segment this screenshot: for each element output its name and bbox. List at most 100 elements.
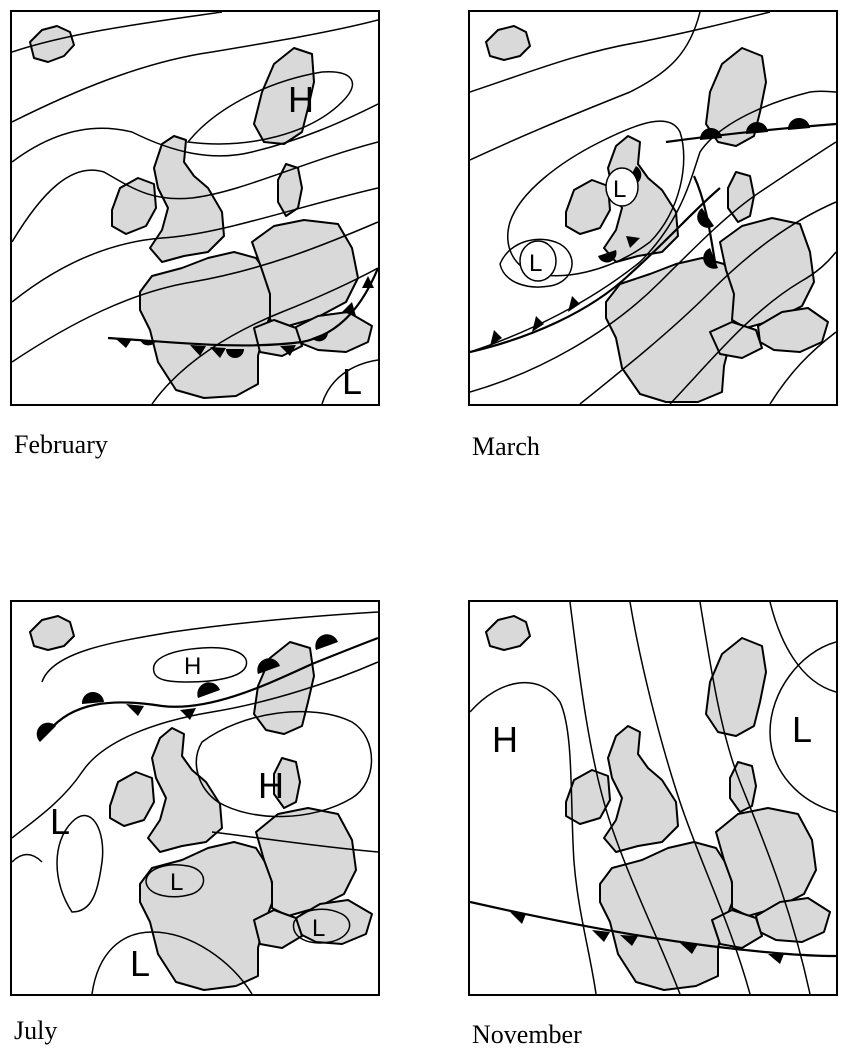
isobar bbox=[569, 602, 681, 994]
france-landmass bbox=[139, 841, 275, 991]
high-pressure-label: H bbox=[288, 79, 314, 120]
isobar bbox=[579, 201, 836, 404]
cold-front-symbol bbox=[510, 912, 526, 924]
caption-february: February bbox=[14, 430, 108, 459]
isobar bbox=[499, 238, 573, 288]
cold-front-symbol bbox=[126, 704, 144, 716]
isobar bbox=[292, 908, 351, 944]
low-pressure-label: L bbox=[312, 915, 325, 942]
alps-landmass bbox=[709, 321, 763, 359]
isobar bbox=[195, 710, 373, 818]
isobar bbox=[211, 831, 378, 853]
map-november: H L bbox=[468, 600, 838, 996]
high-pressure-label: H bbox=[492, 719, 518, 760]
alps-landmass bbox=[253, 319, 303, 357]
low-center-ring bbox=[519, 240, 557, 282]
denmark-landmass bbox=[729, 761, 757, 813]
isobar bbox=[12, 141, 378, 243]
cold-front-symbol bbox=[342, 302, 356, 316]
low-pressure-label: L bbox=[613, 176, 626, 203]
scandinavia-landmass bbox=[253, 641, 315, 735]
warm-front-symbol bbox=[598, 250, 617, 263]
warm-front-symbol bbox=[703, 248, 718, 269]
isobar bbox=[321, 359, 378, 404]
isobar bbox=[669, 251, 836, 404]
isobar bbox=[629, 602, 751, 994]
high-pressure-label: H bbox=[184, 653, 201, 680]
cold-front-symbol bbox=[362, 276, 374, 288]
isobar bbox=[186, 71, 354, 145]
weather-front bbox=[107, 267, 378, 347]
cold-front-symbol bbox=[180, 708, 196, 720]
iceland-landmass bbox=[485, 25, 531, 61]
cold-front-symbol bbox=[280, 345, 296, 356]
balkans-landmass bbox=[293, 311, 373, 353]
weather-front bbox=[47, 636, 378, 733]
isobar bbox=[470, 12, 701, 161]
central-europe-landmass bbox=[255, 807, 357, 917]
central-europe-landmass bbox=[719, 217, 815, 329]
isobar bbox=[91, 931, 253, 994]
caption-march: March bbox=[472, 432, 540, 461]
isobar bbox=[151, 267, 378, 404]
isobar bbox=[769, 641, 836, 813]
balkans-landmass bbox=[757, 307, 829, 353]
central-europe-landmass bbox=[715, 807, 817, 917]
warm-front-symbol bbox=[787, 117, 810, 130]
isobar bbox=[12, 19, 378, 123]
central-europe-landmass bbox=[251, 219, 359, 327]
low-pressure-label: L bbox=[50, 801, 70, 842]
isobar bbox=[56, 814, 104, 913]
balkans-landmass bbox=[755, 897, 831, 943]
great-britain-landmass bbox=[603, 725, 679, 853]
cold-front-symbol bbox=[592, 930, 610, 942]
isobar bbox=[470, 12, 771, 93]
ireland-landmass bbox=[565, 179, 611, 235]
low-pressure-label: L bbox=[130, 943, 150, 984]
warm-front-symbol bbox=[140, 340, 156, 346]
isobar bbox=[41, 611, 378, 683]
cold-front-symbol bbox=[680, 943, 698, 954]
isobar bbox=[470, 681, 597, 994]
isobar bbox=[769, 602, 836, 693]
warm-front-symbol bbox=[257, 658, 280, 674]
great-britain-landmass bbox=[147, 727, 223, 853]
alps-landmass bbox=[711, 909, 763, 949]
warm-front-symbol bbox=[697, 208, 714, 228]
low-pressure-label: L bbox=[342, 361, 362, 402]
balkans-landmass bbox=[295, 899, 373, 945]
warm-front-symbol bbox=[36, 722, 56, 742]
low-pressure-label: L bbox=[792, 709, 812, 750]
iceland-landmass bbox=[29, 615, 75, 651]
isobar bbox=[12, 661, 378, 839]
ireland-landmass bbox=[109, 771, 155, 827]
cold-front-symbol bbox=[490, 330, 502, 346]
map-november-drawing: H L bbox=[470, 602, 836, 994]
low-pressure-label: L bbox=[170, 869, 183, 896]
warm-front-symbol bbox=[81, 691, 104, 704]
isobar bbox=[12, 187, 378, 303]
map-february: H L bbox=[10, 10, 380, 406]
warm-front-symbol bbox=[197, 682, 220, 698]
cold-front-symbol bbox=[768, 954, 784, 964]
alps-landmass bbox=[253, 909, 303, 949]
caption-november: November bbox=[472, 1020, 582, 1049]
isobar bbox=[12, 853, 43, 863]
low-pressure-label: L bbox=[529, 250, 542, 277]
isobar bbox=[145, 864, 205, 898]
isobar bbox=[699, 602, 811, 994]
cold-front-symbol bbox=[626, 236, 640, 248]
weather-front bbox=[665, 122, 836, 144]
caption-july: July bbox=[14, 1016, 58, 1045]
map-july: H H L L L L bbox=[10, 600, 380, 996]
low-center-ring bbox=[605, 167, 639, 207]
cold-front-symbol bbox=[116, 339, 132, 348]
denmark-landmass bbox=[277, 163, 303, 217]
isobar bbox=[12, 103, 378, 163]
iceland-landmass bbox=[29, 25, 75, 63]
cold-front-symbol bbox=[532, 316, 544, 332]
denmark-landmass bbox=[727, 171, 755, 223]
map-february-drawing: H L bbox=[12, 12, 378, 404]
isobar bbox=[12, 221, 378, 363]
cold-front-symbol bbox=[210, 347, 226, 358]
